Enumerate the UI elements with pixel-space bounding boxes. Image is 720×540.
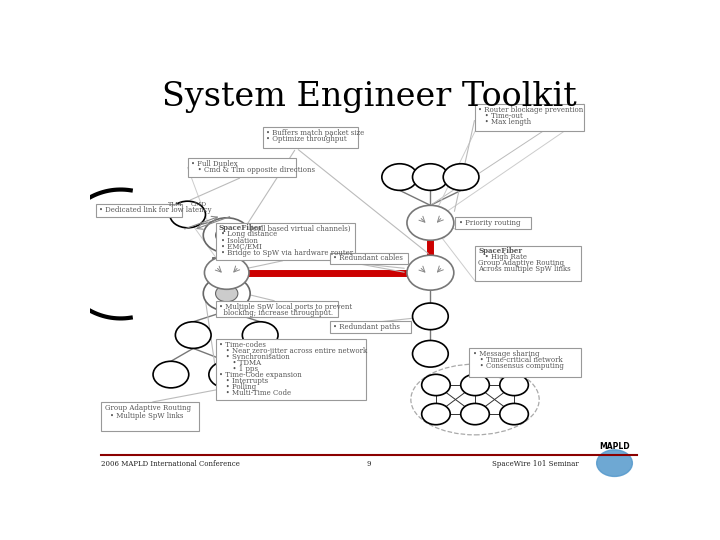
Text: • Time-codes: • Time-codes [219, 341, 266, 349]
Circle shape [153, 361, 189, 388]
Circle shape [170, 201, 205, 228]
Text: blocking; increase throughput.: blocking; increase throughput. [219, 309, 333, 317]
Bar [215, 301, 338, 317]
Text: • Priority routing: • Priority routing [459, 219, 521, 227]
Bar [475, 246, 581, 281]
Text: • Multiple SpW links: • Multiple SpW links [109, 413, 183, 421]
Text: • High Rate: • High Rate [478, 253, 527, 261]
Circle shape [276, 361, 312, 388]
Bar [330, 253, 408, 265]
Text: • Near zero-jitter across entire network: • Near zero-jitter across entire network [219, 347, 367, 355]
Circle shape [413, 164, 449, 191]
Text: • Cmd & Tlm opposite directions: • Cmd & Tlm opposite directions [191, 166, 315, 174]
Text: • Consensus computing: • Consensus computing [473, 362, 564, 370]
Text: Group Adaptive Routing: Group Adaptive Routing [478, 259, 564, 267]
Bar [330, 321, 411, 333]
Bar [469, 348, 581, 377]
Text: SpaceFiber: SpaceFiber [478, 247, 523, 255]
Text: 9: 9 [366, 460, 372, 468]
Text: • EMC/EMI: • EMC/EMI [221, 242, 262, 251]
Text: • TDMA: • TDMA [219, 359, 261, 367]
Text: • Interrupts: • Interrupts [219, 377, 268, 385]
Circle shape [461, 403, 490, 425]
Circle shape [382, 164, 418, 191]
Text: MAPLD: MAPLD [599, 442, 630, 451]
Text: • Buffers match packet size: • Buffers match packet size [266, 129, 364, 137]
Circle shape [215, 285, 238, 302]
Bar [188, 158, 297, 177]
Circle shape [243, 322, 278, 348]
Text: SpaceWire 101 Seminar: SpaceWire 101 Seminar [492, 460, 578, 468]
Circle shape [500, 403, 528, 425]
Text: • Synchronisation: • Synchronisation [219, 353, 289, 361]
Text: • Dedicated link for low latency: • Dedicated link for low latency [99, 206, 212, 214]
Bar [263, 127, 358, 148]
Text: • Time-Code expansion: • Time-Code expansion [219, 371, 302, 379]
Text: • Redundant paths: • Redundant paths [333, 323, 400, 331]
Text: • Full Duplex: • Full Duplex [191, 160, 238, 167]
Text: SpaceFiber: SpaceFiber [219, 225, 263, 232]
Text: Group Adaptive Routing: Group Adaptive Routing [104, 404, 191, 412]
Text: System Engineer Toolkit: System Engineer Toolkit [161, 82, 577, 113]
Circle shape [413, 303, 449, 329]
Circle shape [444, 164, 479, 191]
Circle shape [176, 322, 211, 348]
Circle shape [422, 374, 450, 396]
Bar [96, 204, 182, 217]
Circle shape [500, 374, 528, 396]
Text: • Message sharing: • Message sharing [473, 350, 539, 358]
Text: 2006 MAPLD International Conference: 2006 MAPLD International Conference [101, 460, 240, 468]
Text: CMD: CMD [190, 202, 207, 207]
Text: • Redundant cables: • Redundant cables [333, 254, 403, 262]
Bar [101, 402, 199, 431]
Text: Across multiple SpW links: Across multiple SpW links [478, 266, 571, 273]
Text: TLM: TLM [168, 202, 183, 207]
Text: • Multiple SpW local ports to prevent: • Multiple SpW local ports to prevent [219, 303, 352, 311]
Text: • Isolation: • Isolation [221, 237, 258, 245]
Circle shape [422, 403, 450, 425]
Text: (cell based virtual channels): (cell based virtual channels) [248, 225, 351, 232]
Circle shape [407, 205, 454, 240]
Text: • Optimize throughput: • Optimize throughput [266, 135, 347, 143]
Bar [475, 104, 584, 131]
Text: • Multi-Time Code: • Multi-Time Code [219, 389, 291, 397]
Circle shape [413, 341, 449, 367]
Text: • Max length: • Max length [478, 118, 531, 126]
Circle shape [209, 361, 245, 388]
Circle shape [203, 276, 250, 311]
Text: • Time-critical network: • Time-critical network [473, 356, 562, 364]
Text: • Router blockage prevention: • Router blockage prevention [478, 106, 584, 114]
Text: • Long distance: • Long distance [221, 231, 277, 239]
Circle shape [204, 256, 249, 289]
Text: • Bridge to SpW via hardware router: • Bridge to SpW via hardware router [221, 248, 354, 256]
Circle shape [597, 450, 632, 476]
Text: • 1 pps: • 1 pps [219, 365, 258, 373]
Circle shape [203, 218, 250, 253]
Bar [215, 223, 355, 260]
Text: • Polling: • Polling [219, 383, 256, 391]
Bar [215, 339, 366, 400]
Bar [456, 218, 531, 229]
Circle shape [215, 227, 238, 244]
Circle shape [407, 255, 454, 290]
Circle shape [461, 374, 490, 396]
Text: • Time-out: • Time-out [478, 112, 523, 120]
